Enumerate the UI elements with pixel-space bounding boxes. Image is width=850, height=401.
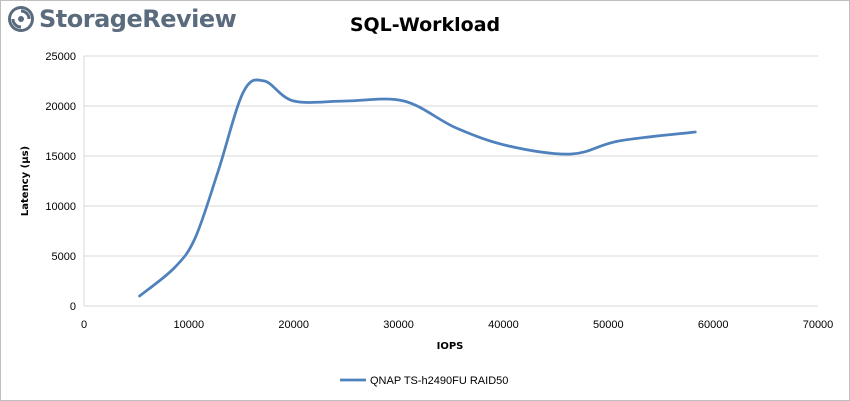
legend-label: QNAP TS-h2490FU RAID50 [370,375,508,387]
grid-lines [84,55,818,257]
x-tick-label: 0 [81,319,87,331]
x-tick-label: 70000 [803,319,834,331]
y-tick-labels: 0 5000 10000 15000 20000 25000 [45,51,76,313]
series-line [138,78,697,298]
y-axis-label: Latency (µs) [20,146,31,216]
y-tick-label: 25000 [45,51,76,63]
storagereview-logo-icon [8,6,34,32]
x-tick-label: 50000 [593,319,624,331]
x-tick-labels: 0 10000 20000 30000 40000 50000 60000 70000 [81,319,833,331]
x-tick-label: 40000 [488,319,519,331]
brand-logo: StorageReview [6,4,237,34]
series-group [138,78,697,298]
x-tick-label: 20000 [278,319,309,331]
legend: QNAP TS-h2490FU RAID50 [340,375,508,387]
y-tick-label: 20000 [45,101,76,113]
x-axis-label: IOPS [437,341,464,352]
y-tick-label: 15000 [45,151,76,163]
axes [83,56,818,307]
y-tick-label: 5000 [52,251,76,263]
brand-name: StorageReview [39,5,237,33]
x-tick-label: 30000 [383,319,414,331]
x-tick-label: 10000 [174,319,205,331]
x-tick-label: 60000 [698,319,729,331]
y-tick-label: 10000 [45,201,76,213]
y-tick-label: 0 [70,301,76,313]
chart-title: SQL-Workload [349,14,501,36]
